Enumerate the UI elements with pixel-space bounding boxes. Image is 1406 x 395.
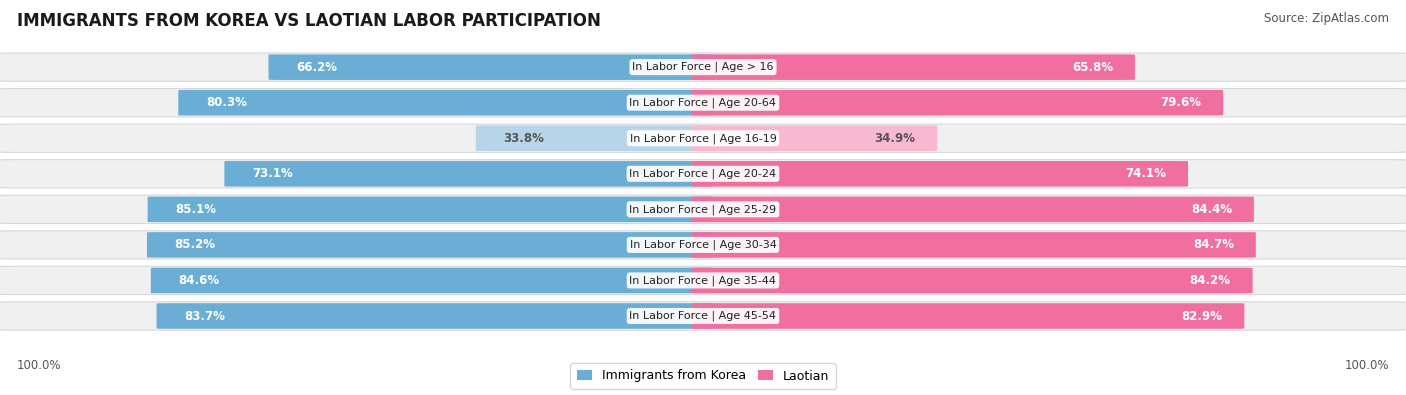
Text: 83.7%: 83.7% — [184, 310, 225, 322]
Text: In Labor Force | Age 16-19: In Labor Force | Age 16-19 — [630, 133, 776, 143]
FancyBboxPatch shape — [0, 53, 1406, 81]
FancyBboxPatch shape — [0, 231, 1406, 259]
Text: IMMIGRANTS FROM KOREA VS LAOTIAN LABOR PARTICIPATION: IMMIGRANTS FROM KOREA VS LAOTIAN LABOR P… — [17, 12, 600, 30]
FancyBboxPatch shape — [0, 88, 1406, 117]
Text: 74.1%: 74.1% — [1125, 167, 1166, 180]
FancyBboxPatch shape — [692, 126, 938, 151]
FancyBboxPatch shape — [0, 302, 1406, 330]
Text: 84.4%: 84.4% — [1191, 203, 1232, 216]
FancyBboxPatch shape — [692, 303, 1244, 329]
FancyBboxPatch shape — [692, 197, 1254, 222]
Legend: Immigrants from Korea, Laotian: Immigrants from Korea, Laotian — [571, 363, 835, 389]
FancyBboxPatch shape — [225, 161, 714, 186]
Text: 84.2%: 84.2% — [1189, 274, 1230, 287]
FancyBboxPatch shape — [269, 55, 714, 80]
Text: 100.0%: 100.0% — [17, 359, 62, 372]
Text: Source: ZipAtlas.com: Source: ZipAtlas.com — [1264, 12, 1389, 25]
Text: 65.8%: 65.8% — [1071, 61, 1114, 73]
FancyBboxPatch shape — [0, 195, 1406, 224]
Text: In Labor Force | Age 30-34: In Labor Force | Age 30-34 — [630, 240, 776, 250]
Text: In Labor Force | Age 25-29: In Labor Force | Age 25-29 — [630, 204, 776, 214]
FancyBboxPatch shape — [0, 160, 1406, 188]
FancyBboxPatch shape — [0, 124, 1406, 152]
FancyBboxPatch shape — [475, 126, 714, 151]
Text: 100.0%: 100.0% — [1344, 359, 1389, 372]
FancyBboxPatch shape — [692, 268, 1253, 293]
FancyBboxPatch shape — [692, 55, 1135, 80]
Text: 34.9%: 34.9% — [875, 132, 915, 145]
FancyBboxPatch shape — [150, 268, 714, 293]
Text: In Labor Force | Age 20-64: In Labor Force | Age 20-64 — [630, 98, 776, 108]
Text: 66.2%: 66.2% — [297, 61, 337, 73]
FancyBboxPatch shape — [148, 232, 714, 258]
FancyBboxPatch shape — [148, 197, 714, 222]
Text: In Labor Force | Age 20-24: In Labor Force | Age 20-24 — [630, 169, 776, 179]
FancyBboxPatch shape — [0, 266, 1406, 295]
Text: 33.8%: 33.8% — [503, 132, 544, 145]
Text: In Labor Force | Age 35-44: In Labor Force | Age 35-44 — [630, 275, 776, 286]
FancyBboxPatch shape — [179, 90, 714, 115]
FancyBboxPatch shape — [156, 303, 714, 329]
FancyBboxPatch shape — [692, 161, 1188, 186]
Text: 84.7%: 84.7% — [1192, 239, 1234, 251]
Text: 73.1%: 73.1% — [252, 167, 292, 180]
Text: 82.9%: 82.9% — [1181, 310, 1222, 322]
Text: In Labor Force | Age 45-54: In Labor Force | Age 45-54 — [630, 311, 776, 321]
Text: 80.3%: 80.3% — [205, 96, 246, 109]
Text: 84.6%: 84.6% — [179, 274, 219, 287]
Text: In Labor Force | Age > 16: In Labor Force | Age > 16 — [633, 62, 773, 72]
Text: 79.6%: 79.6% — [1160, 96, 1201, 109]
FancyBboxPatch shape — [692, 232, 1256, 258]
FancyBboxPatch shape — [692, 90, 1223, 115]
Text: 85.2%: 85.2% — [174, 239, 215, 251]
Text: 85.1%: 85.1% — [176, 203, 217, 216]
